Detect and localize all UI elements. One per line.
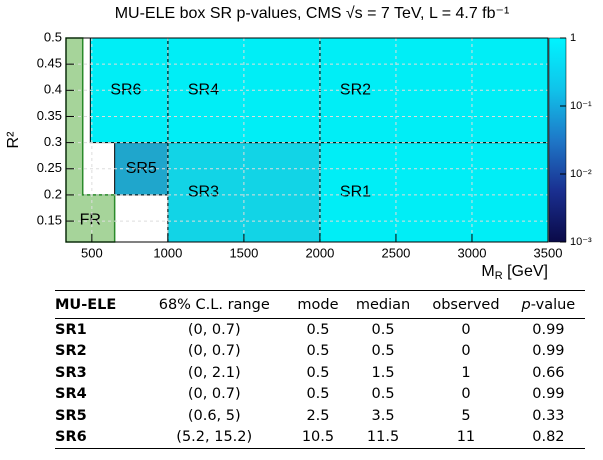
table-cell: (0, 0.7) (187, 343, 241, 360)
x-label-rest: [GeV] (503, 263, 548, 280)
table-cell: 0 (461, 386, 471, 403)
x-tick-label: 3500 (534, 245, 563, 260)
table-cell: (0, 2.1) (187, 364, 241, 381)
table-cell: 10.5 (289, 426, 346, 449)
table-cell: (5.2, 15.2) (138, 426, 290, 449)
y-tick-label: 0.4 (44, 82, 62, 97)
header-cell: mode (289, 290, 346, 319)
x-axis-label: MR [GeV] (481, 263, 548, 282)
header-cell: 68% C.L. range (138, 290, 290, 319)
y-tick-label: 0.2 (44, 186, 62, 201)
table-cell: 0.66 (532, 364, 565, 381)
x-tick-label: 1500 (229, 245, 258, 260)
table-cell: 0.5 (306, 386, 330, 403)
table-cell: SR5 (55, 407, 87, 424)
results-table: MU-ELE 68% C.L. range mode median observed p-… (55, 290, 585, 449)
table-cell: (0, 0.7) (187, 321, 241, 338)
x-label-main: M (481, 263, 494, 280)
table-cell: 0.82 (511, 426, 585, 449)
table-row: SR1 (0, 0.7) 0.5 0.5 0 0.99 (55, 319, 585, 341)
table-cell: SR2 (55, 343, 87, 360)
table-row: SR5 (0.6, 5) 2.5 3.5 5 0.33 (55, 405, 585, 427)
header-cell: MU-ELE (55, 290, 139, 319)
table-cell: SR6 (55, 426, 139, 449)
table-cell: 0.99 (532, 343, 565, 360)
table-cell: SR1 (55, 321, 87, 338)
table-cell: (0.6, 5) (187, 407, 241, 424)
table-cell: 0.5 (306, 364, 330, 381)
colorbar (548, 37, 567, 243)
table-cell: 0.5 (306, 343, 330, 360)
table-cell: 11.5 (346, 426, 421, 449)
table-cell: 0.99 (532, 386, 565, 403)
table-cell: 0.5 (306, 321, 330, 338)
region-label: SR4 (188, 82, 219, 99)
region-label: SR5 (126, 160, 157, 177)
y-tick-label: 0.15 (37, 213, 62, 228)
colorbar-tick-label: 10⁻² (570, 168, 592, 180)
table-cell: 0 (461, 321, 471, 338)
y-axis-label: R² (5, 131, 22, 149)
region (319, 142, 549, 243)
region-label: FR (80, 212, 101, 229)
x-tick-label: 1000 (153, 245, 182, 260)
table-cell: 0.5 (371, 386, 395, 403)
colorbar-tick-label: 10⁻¹ (570, 100, 592, 112)
table-body: SR1 (0, 0.7) 0.5 0.5 0 0.99 SR2 (0, 0.7) 0.5 0.5 0… (55, 319, 585, 449)
table-row: SR2 (0, 0.7) 0.5 0.5 0 0.99 (55, 341, 585, 363)
table-cell: 0.5 (371, 343, 395, 360)
table-cell: 1.5 (371, 364, 395, 381)
y-tick-label: 0.25 (37, 160, 62, 175)
table-cell: 3.5 (371, 407, 395, 424)
x-tick-label: 500 (81, 245, 103, 260)
table-cell: 0.33 (532, 407, 565, 424)
x-tick-label: 2500 (381, 245, 410, 260)
y-tick-label: 0.35 (37, 108, 62, 123)
y-tick-label: 0.5 (44, 29, 62, 44)
region (114, 142, 169, 196)
x-label-sub: R (495, 270, 503, 282)
header-cell: observed (420, 290, 512, 319)
table-row: SR3 (0, 2.1) 0.5 1.5 1 0.66 (55, 362, 585, 384)
table-cell: 0 (461, 343, 471, 360)
table-row: SR4 (0, 0.7) 0.5 0.5 0 0.99 (55, 384, 585, 406)
x-tick-label: 3000 (458, 245, 487, 260)
colorbar-tick-label: 10⁻³ (570, 236, 592, 248)
table-cell: (0, 0.7) (187, 386, 241, 403)
table-cell: 0.99 (532, 321, 565, 338)
region-label: SR6 (110, 82, 141, 99)
colorbar-tick-label: 1 (570, 32, 576, 44)
table-cell: 5 (461, 407, 471, 424)
x-tick-label: 2000 (305, 245, 334, 260)
y-tick-label: 0.45 (37, 56, 62, 71)
region-label: SR3 (188, 184, 219, 201)
plot-frame (65, 37, 549, 243)
header-cell: p-value (511, 290, 585, 319)
table-cell: 1 (461, 364, 471, 381)
table-row: SR6 (5.2, 15.2) 10.5 11.5 11 0.82 (55, 426, 585, 449)
chart-title: MU-ELE box SR p-values, CMS √s = 7 TeV, … (115, 5, 510, 22)
header-cell: median (346, 290, 421, 319)
y-tick-label: 0.3 (44, 134, 62, 149)
table-cell: 11 (420, 426, 512, 449)
table-cell: SR4 (55, 386, 87, 403)
region-label: SR1 (340, 184, 371, 201)
table-cell: SR3 (55, 364, 87, 381)
chart: MU-ELE box SR p-values, CMS √s = 7 TeV, … (5, 5, 592, 282)
table-cell: 2.5 (306, 407, 330, 424)
table-cell: 0.5 (371, 321, 395, 338)
header-row: MU-ELE 68% C.L. range mode median observed p-… (55, 290, 585, 319)
